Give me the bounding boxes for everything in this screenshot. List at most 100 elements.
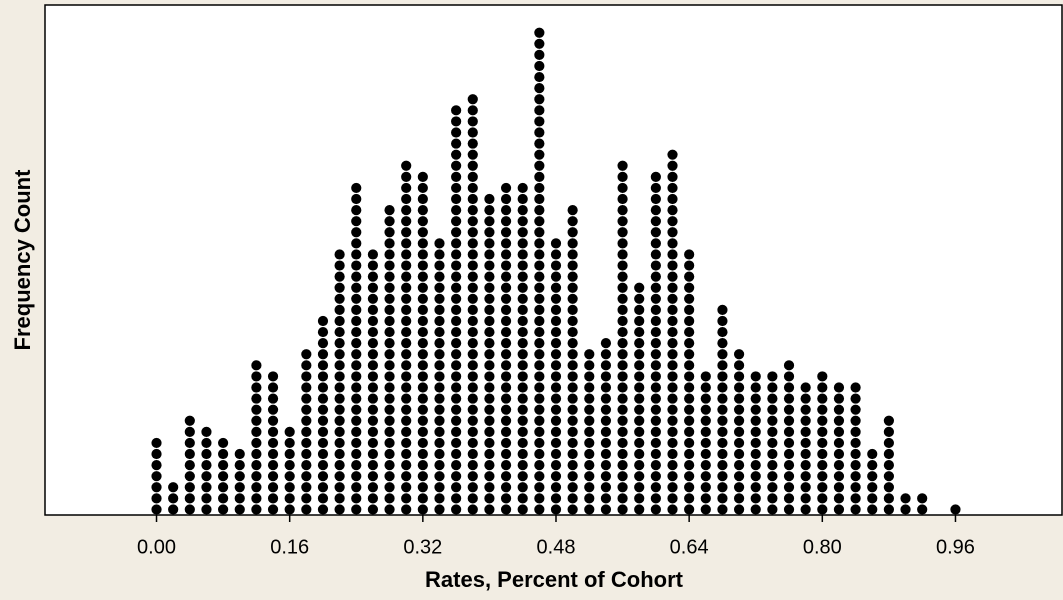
dot [667,315,678,327]
dot [534,393,545,404]
y-axis-label: Frequency Count [10,169,35,351]
dot [684,448,695,460]
dot [467,94,478,105]
dot [500,282,512,293]
dot [684,282,695,293]
dot [600,338,612,349]
dot [617,360,628,371]
dot [517,182,528,194]
dot [267,482,279,493]
dot [717,371,728,382]
dot [700,393,711,404]
dot [484,271,495,282]
dot-column [783,360,795,515]
dot [417,193,428,205]
dot [451,371,462,382]
dot [634,349,645,360]
dot [451,471,462,482]
dot [567,426,578,437]
dot [451,193,462,205]
dot [184,504,195,515]
dot [667,271,678,282]
dot [401,193,412,205]
dot [733,482,745,493]
dot [617,238,628,249]
dot [384,371,395,382]
dot [384,315,395,327]
dot-column [184,415,195,515]
dot [484,448,495,460]
dot [401,315,412,327]
dot [534,193,545,205]
dot [617,448,628,460]
dot [500,315,512,327]
dot [950,504,961,515]
dot [351,338,362,349]
dot [384,504,395,515]
dot [217,493,229,504]
dot [550,293,562,304]
dot [384,249,395,260]
dot [567,249,578,260]
x-tick-label: 0.00 [137,536,176,558]
dot [550,426,562,437]
dot [334,482,345,493]
dot [234,504,245,515]
dot [417,504,428,515]
dot [417,415,428,426]
dot [650,371,661,382]
dot [617,404,628,415]
dot [833,437,845,449]
dot [584,360,595,371]
dot [334,304,345,315]
dot [733,404,745,415]
dot [700,493,711,504]
dot [351,404,362,415]
dot [351,216,362,227]
dot [484,282,495,293]
dot [567,471,578,482]
dot [667,249,678,260]
dot [484,426,495,437]
dot [384,326,395,338]
dot [467,482,478,493]
dot [717,493,728,504]
dot [600,360,612,371]
dot [717,404,728,415]
dot [484,482,495,493]
dot [833,382,845,393]
dot [634,393,645,404]
dot [617,393,628,404]
dot-column [401,160,412,515]
dot [783,426,795,437]
dot [351,293,362,304]
dot [367,326,379,338]
dot [434,437,445,449]
dot [484,382,495,393]
dot [700,482,711,493]
dot [650,471,661,482]
dot [434,471,445,482]
dot [534,171,545,182]
dot [534,71,545,83]
dot [301,404,312,415]
dot [550,460,562,471]
dot [451,482,462,493]
dot [467,105,478,116]
dot [467,216,478,227]
dot [484,338,495,349]
dot [217,448,229,460]
dot [584,504,595,515]
dot [650,282,661,293]
dot [217,471,229,482]
dot [567,205,578,216]
dot [733,471,745,482]
dot [500,326,512,338]
dot [434,249,445,260]
dot [467,260,478,271]
dot [850,393,861,404]
dot [434,404,445,415]
dot [634,338,645,349]
dot [783,404,795,415]
dot [401,304,412,315]
